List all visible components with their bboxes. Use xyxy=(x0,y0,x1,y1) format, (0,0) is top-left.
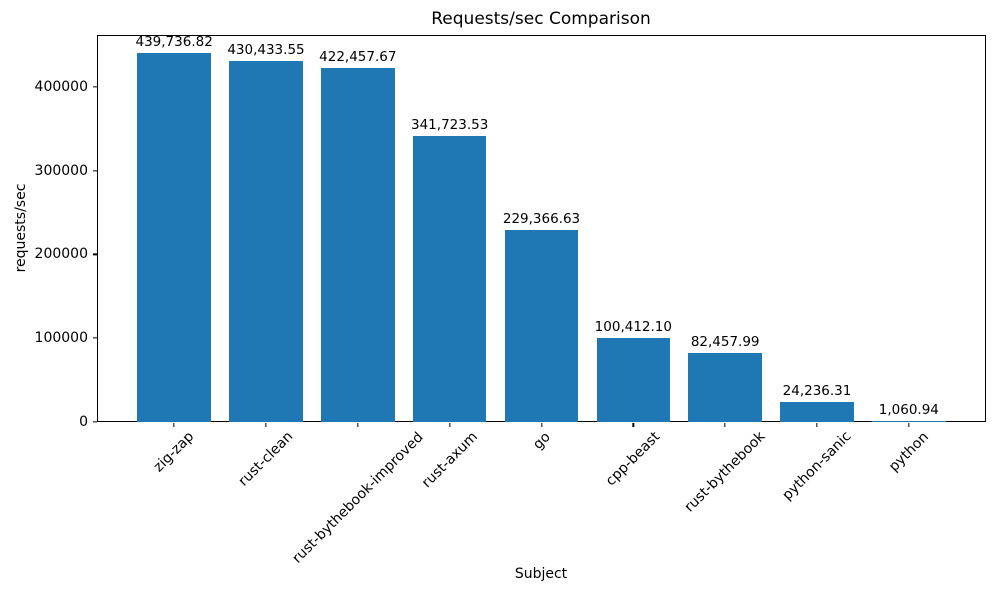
bar-value-label: 82,457.99 xyxy=(690,333,760,350)
x-tick-label-text: rust-axum xyxy=(418,429,481,492)
x-tick xyxy=(265,422,267,427)
x-tick xyxy=(908,422,910,427)
bar-value-label: 1,060.94 xyxy=(878,401,939,418)
y-tick-label: 200000 xyxy=(34,246,88,263)
bar-value-label: 24,236.31 xyxy=(782,382,852,399)
bar-value-label: 422,457.67 xyxy=(319,48,397,65)
bar-rust-bythebook xyxy=(688,352,762,422)
x-tick-label-text: python-sanic xyxy=(779,428,855,505)
bar-value-label: 100,412.10 xyxy=(594,318,672,335)
y-tick xyxy=(92,86,97,88)
y-tick-label: 0 xyxy=(79,414,88,430)
x-tick xyxy=(816,422,818,427)
y-tick xyxy=(92,421,97,423)
y-axis-label-text: requests/sec xyxy=(13,183,29,273)
x-tick-label-text: rust-bythebook xyxy=(681,429,769,516)
y-tick-label: 300000 xyxy=(34,162,88,179)
bar-cpp-beast xyxy=(596,337,671,422)
x-axis-label: Subject xyxy=(514,566,568,582)
x-tick-label-text: rust-clean xyxy=(235,428,297,490)
x-tick-label-text: rust-bythebook-improved xyxy=(289,428,427,567)
y-tick-label: 100000 xyxy=(34,330,88,347)
x-tick xyxy=(449,422,451,427)
bar-value-label: 430,433.55 xyxy=(227,42,305,59)
bar-rust-axum xyxy=(412,135,487,422)
bar-python xyxy=(872,421,946,423)
x-tick xyxy=(173,422,175,427)
bar-go xyxy=(504,229,579,422)
y-tick xyxy=(92,337,97,339)
x-tick xyxy=(724,422,726,427)
chart-title: Requests/sec Comparison xyxy=(431,9,651,29)
x-tick xyxy=(632,422,634,427)
y-tick xyxy=(92,169,97,172)
x-tick xyxy=(357,422,359,427)
bar-value-label: 229,366.63 xyxy=(502,210,581,227)
y-tick-label: 400000 xyxy=(34,78,88,95)
x-tick-label-text: python xyxy=(885,428,932,475)
bar-value-label: 341,723.53 xyxy=(411,116,489,133)
x-tick-label-text: cpp-beast xyxy=(603,428,664,490)
bar-rust-clean xyxy=(229,61,303,422)
y-tick xyxy=(92,253,97,256)
x-tick xyxy=(540,422,543,427)
bar-python-sanic xyxy=(780,401,854,422)
x-tick-label-text: go xyxy=(529,428,554,453)
x-tick-label-text: zig-zap xyxy=(150,428,198,476)
bar-zig-zap xyxy=(137,53,211,422)
bar-value-label: 439,736.82 xyxy=(135,34,213,51)
bar-rust-bythebook-improved xyxy=(321,67,395,422)
